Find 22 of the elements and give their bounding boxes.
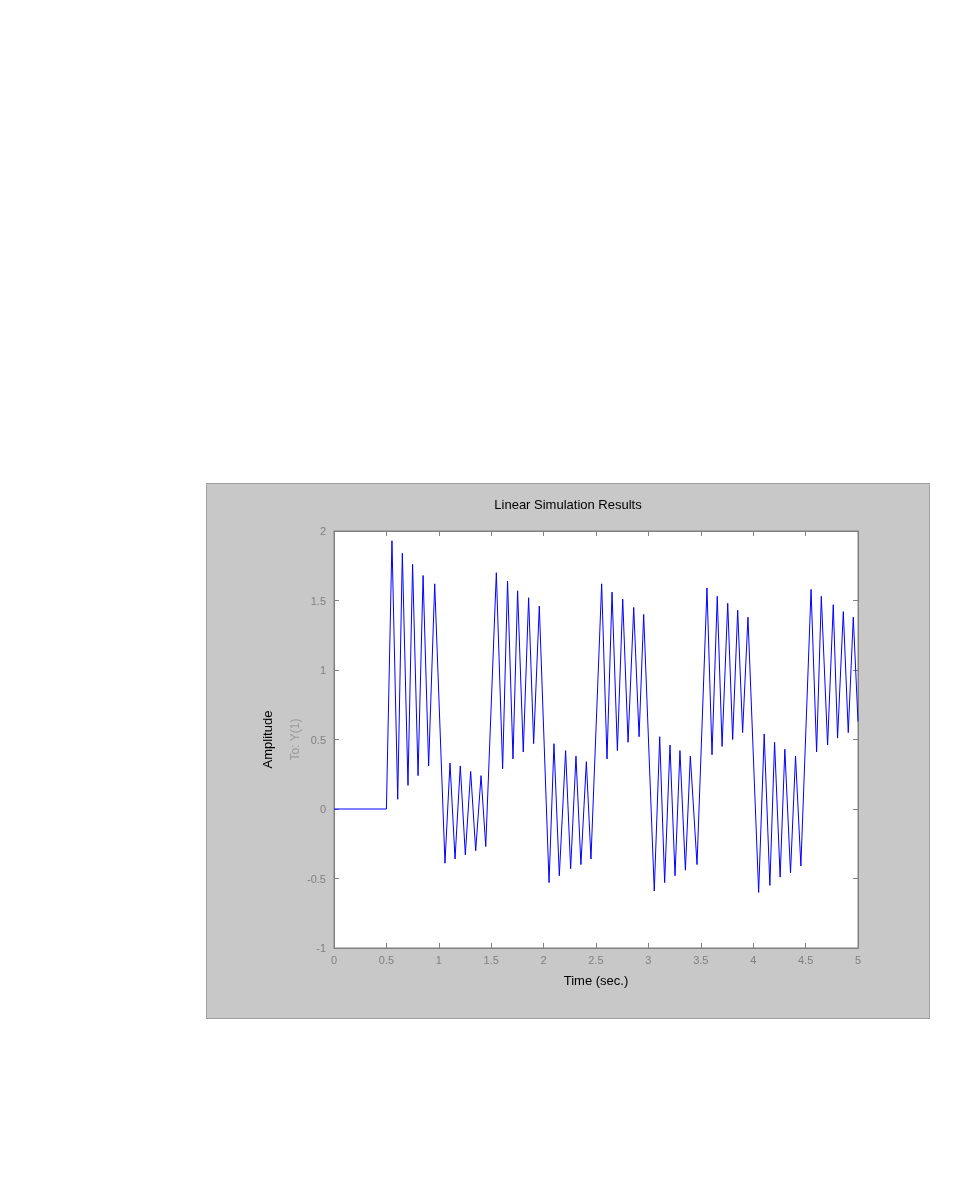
y-tick-label: 2 [319,525,326,537]
x-tick-label: 5 [854,953,862,966]
y-tick-label: 0.5 [310,733,326,746]
line-series [333,540,859,893]
x-tick-label: 2.5 [588,953,604,966]
x-axis-title: Time (sec.) [563,973,629,988]
y-tick-label: 0 [319,803,326,815]
y-tick-label: -0.5 [307,872,326,885]
x-tick-label: 4.5 [797,953,814,966]
x-tick-label: 1 [435,953,442,966]
y-tick-label: -1 [316,942,326,954]
x-tick-label: 4 [750,953,757,966]
x-tick-label: 0.5 [378,953,395,966]
x-tick-label: 2 [540,953,547,966]
x-tick-label: 3.5 [693,953,709,966]
x-tick-label: 3 [645,953,652,966]
y-tick-label: 1 [319,664,326,676]
chart-title: Linear Simulation Results [494,497,643,512]
y-tick-label: 1.5 [310,594,326,607]
y-axis-title: Amplitude [260,710,275,769]
x-tick-label: 0 [330,953,338,966]
x-tick-label: 1.5 [483,953,499,966]
